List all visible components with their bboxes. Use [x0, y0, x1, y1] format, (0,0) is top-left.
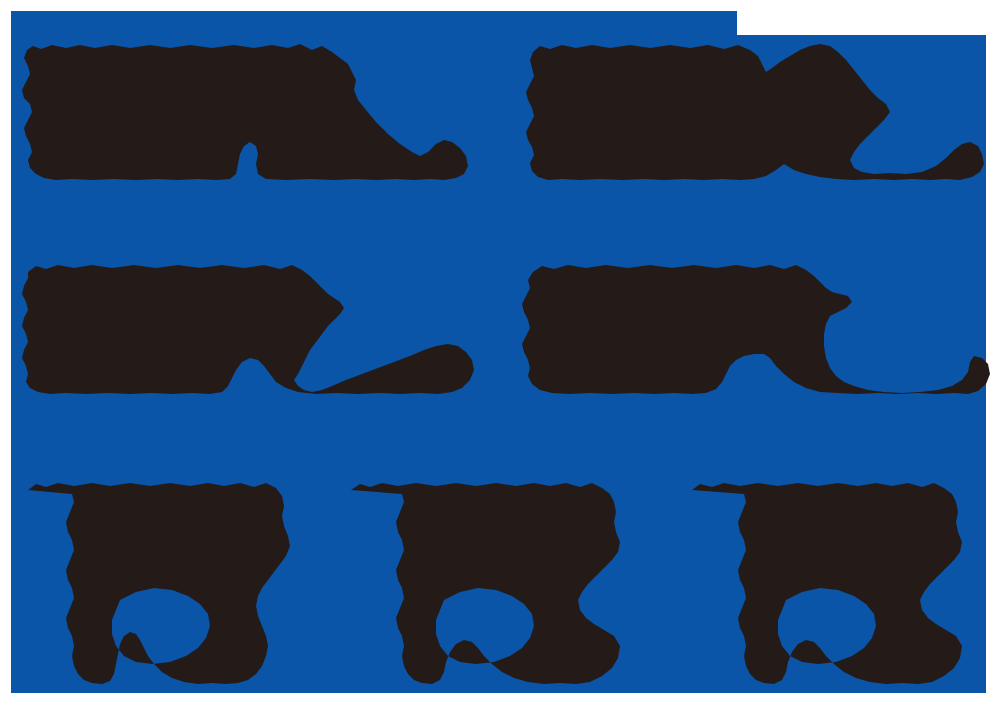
redaction-layer — [22, 44, 990, 684]
redaction-block-7 — [692, 483, 962, 684]
redaction-block-5 — [28, 483, 290, 684]
redaction-block-3 — [22, 265, 474, 394]
redaction-block-4 — [522, 265, 990, 394]
redaction-block-2 — [526, 44, 984, 180]
redaction-block-1 — [22, 44, 468, 180]
redaction-block-6 — [351, 483, 620, 684]
